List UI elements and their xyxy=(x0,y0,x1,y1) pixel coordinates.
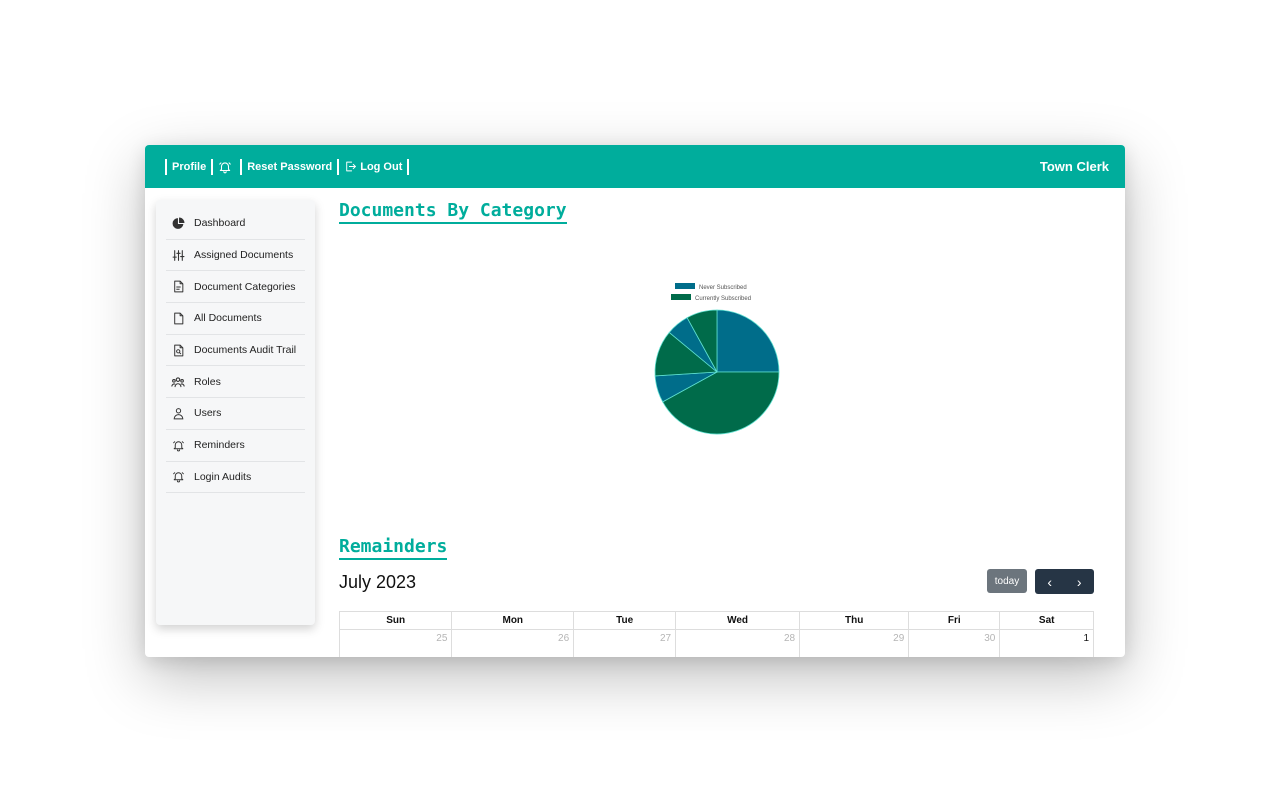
app-window: Profile Reset Password Log Out Town Cler… xyxy=(145,145,1125,657)
sidebar-item-label: All Documents xyxy=(194,312,262,325)
pie-chart-icon xyxy=(171,216,185,230)
sidebar-item-all-documents[interactable]: All Documents xyxy=(166,303,305,335)
pie-slice[interactable] xyxy=(662,371,780,435)
next-month-button[interactable]: › xyxy=(1076,573,1082,590)
profile-link[interactable]: Profile xyxy=(172,160,207,173)
chart-container: Never Subscribed Currently Subscribed xyxy=(339,224,1099,524)
brand-name: Town Clerk xyxy=(1039,159,1109,174)
calendar-week-row: 25 26 27 28 29 30 1 xyxy=(338,629,1094,657)
nav-separator xyxy=(337,158,340,175)
calendar-day-cell[interactable]: 1 xyxy=(999,629,1094,657)
sidebar-item-label: Roles xyxy=(194,375,221,388)
calendar-title: July 2023 xyxy=(339,572,417,592)
sidebar-item-documents-audit-trail[interactable]: Documents Audit Trail xyxy=(166,335,305,367)
sidebar-item-label: Documents Audit Trail xyxy=(194,344,297,357)
logout-icon xyxy=(346,161,357,172)
notifications-link[interactable] xyxy=(218,160,235,174)
weekday-header: Wed xyxy=(675,611,801,630)
logout-label: Log Out xyxy=(360,160,403,173)
legend-label: Never Subscribed xyxy=(699,285,747,291)
calendar-nav-group: ‹ › xyxy=(1035,569,1094,594)
weekday-header-row: Sun Mon Tue Wed Thu Fri Sat xyxy=(338,611,1094,630)
reset-password-link[interactable]: Reset Password xyxy=(247,160,333,173)
weekday-header: Thu xyxy=(799,611,910,630)
document-icon xyxy=(171,311,185,325)
bell-icon xyxy=(171,470,185,484)
main-content: Documents By Category Never Subscribed Cu… xyxy=(339,200,1099,560)
calendar-toolbar: today ‹ › xyxy=(987,569,1094,594)
top-navbar: Profile Reset Password Log Out Town Cler… xyxy=(145,145,1125,188)
sidebar-item-label: Users xyxy=(194,407,222,420)
top-nav-links: Profile Reset Password Log Out xyxy=(160,158,414,175)
sidebar-item-roles[interactable]: Roles xyxy=(166,366,305,399)
nav-separator xyxy=(240,158,243,175)
pie-chart: Never Subscribed Currently Subscribed xyxy=(654,283,780,435)
sidebar-item-label: Document Categories xyxy=(194,280,296,293)
calendar-day-cell[interactable]: 25 xyxy=(338,629,453,657)
calendar-day-cell[interactable]: 28 xyxy=(675,629,801,657)
document-search-icon xyxy=(171,343,185,357)
nav-separator xyxy=(165,158,167,175)
sidebar-item-login-audits[interactable]: Login Audits xyxy=(166,462,305,494)
sidebar: Dashboard Assigned Documents Document Ca… xyxy=(156,200,315,625)
legend-label: Currently Subscribed xyxy=(695,296,751,302)
users-group-icon xyxy=(171,375,185,389)
weekday-header: Sun xyxy=(338,611,453,630)
sidebar-item-document-categories[interactable]: Document Categories xyxy=(166,271,305,304)
nav-separator xyxy=(211,158,214,175)
calendar-day-cell[interactable]: 26 xyxy=(451,629,575,657)
sidebar-item-label: Login Audits xyxy=(194,470,252,483)
sidebar-item-dashboard[interactable]: Dashboard xyxy=(166,208,305,240)
sidebar-item-label: Dashboard xyxy=(194,217,246,230)
sidebar-item-label: Assigned Documents xyxy=(194,249,294,262)
legend-swatch[interactable] xyxy=(671,294,691,300)
sidebar-item-label: Reminders xyxy=(194,439,245,452)
pie-slice[interactable] xyxy=(716,309,780,373)
sidebar-item-users[interactable]: Users xyxy=(166,398,305,430)
weekday-header: Sat xyxy=(999,611,1094,630)
legend-swatch[interactable] xyxy=(675,283,695,289)
bell-icon xyxy=(219,161,232,173)
user-icon xyxy=(171,406,185,420)
weekday-header: Tue xyxy=(573,611,677,630)
prev-month-button[interactable]: ‹ xyxy=(1047,573,1053,590)
reminders-section-title: Remainders xyxy=(339,536,448,560)
calendar-grid: Sun Mon Tue Wed Thu Fri Sat 25 26 27 28 … xyxy=(338,611,1094,657)
calendar-day-cell[interactable]: 30 xyxy=(908,629,1001,657)
calendar-day-cell[interactable]: 27 xyxy=(573,629,677,657)
chart-section-title: Documents By Category xyxy=(339,200,567,224)
calendar-day-cell[interactable]: 29 xyxy=(799,629,910,657)
today-button[interactable]: today xyxy=(987,569,1027,593)
bell-icon xyxy=(171,438,185,452)
weekday-header: Mon xyxy=(451,611,575,630)
sidebar-item-reminders[interactable]: Reminders xyxy=(166,430,305,462)
weekday-header: Fri xyxy=(908,611,1001,630)
sidebar-item-assigned-documents[interactable]: Assigned Documents xyxy=(166,240,305,272)
sliders-icon xyxy=(171,248,185,262)
document-text-icon xyxy=(171,280,185,294)
nav-separator xyxy=(407,158,410,175)
pie-slice[interactable] xyxy=(686,309,718,373)
logout-link[interactable]: Log Out xyxy=(344,160,402,173)
